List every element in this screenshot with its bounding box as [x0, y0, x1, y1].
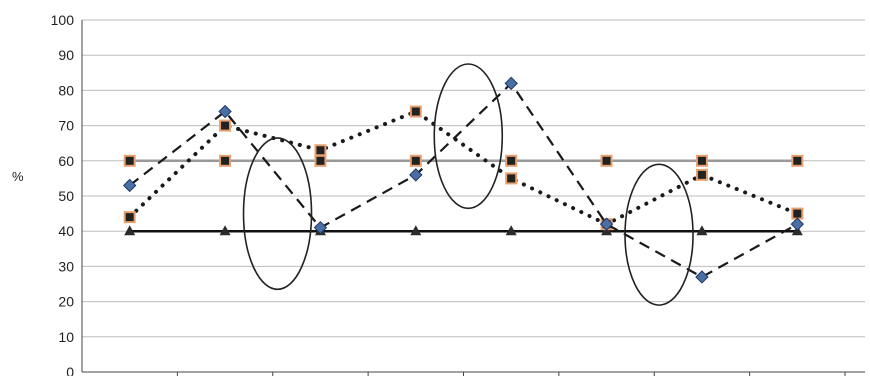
y-tick-label: 100	[51, 12, 75, 28]
series-0	[122, 76, 805, 284]
data-point	[409, 168, 423, 182]
highlight-ellipse	[242, 137, 313, 291]
data-point	[696, 225, 708, 236]
data-point-core	[507, 174, 516, 183]
data-point-core	[316, 156, 325, 165]
data-point	[790, 217, 805, 231]
data-point-core	[221, 156, 230, 165]
data-point	[218, 104, 232, 119]
data-point	[599, 217, 614, 231]
data-point-core	[125, 213, 134, 222]
data-point-core	[793, 209, 802, 218]
y-tick-label: 50	[58, 188, 74, 204]
data-point	[504, 76, 518, 91]
series-line	[127, 109, 800, 227]
data-point	[122, 178, 137, 193]
grid	[82, 19, 865, 338]
data-point-core	[411, 156, 420, 165]
y-tick-label: 10	[58, 329, 74, 345]
data-point	[124, 225, 136, 236]
data-point	[410, 225, 422, 236]
series-2	[123, 154, 804, 167]
data-point-core	[125, 156, 134, 165]
y-tick-labels: 0 10 20 30 40 50 60 70 80 90 100	[51, 12, 75, 376]
data-point-core	[697, 156, 706, 165]
category-labels: КфЛСПЭППОБИДПП	[176, 372, 846, 376]
annotations	[242, 63, 694, 306]
data-point	[219, 225, 231, 236]
data-point-core	[221, 121, 230, 130]
y-tick-label: 70	[58, 118, 74, 134]
y-axis-label: %	[12, 169, 24, 184]
y-tick-label: 0	[66, 364, 74, 376]
y-tick-label: 30	[58, 258, 74, 274]
data-point	[313, 220, 328, 235]
highlight-ellipse	[433, 63, 504, 210]
series-1	[123, 105, 804, 231]
data-point-core	[602, 156, 611, 165]
y-tick-label: 20	[58, 294, 74, 310]
data-point-core	[411, 107, 420, 116]
series	[122, 76, 805, 284]
y-tick-label: 90	[58, 47, 74, 63]
data-point-core	[507, 156, 516, 165]
series-3	[124, 225, 803, 236]
data-point	[695, 270, 709, 284]
data-point-core	[793, 156, 802, 165]
highlight-ellipse	[624, 163, 694, 306]
y-tick-label: 40	[58, 223, 74, 239]
data-point-core	[697, 170, 706, 179]
y-tick-label: 60	[58, 153, 74, 169]
data-point-core	[316, 146, 325, 155]
axes	[81, 20, 865, 373]
series-line	[129, 81, 798, 279]
y-tick-label: 80	[58, 82, 74, 98]
data-point	[505, 225, 517, 236]
